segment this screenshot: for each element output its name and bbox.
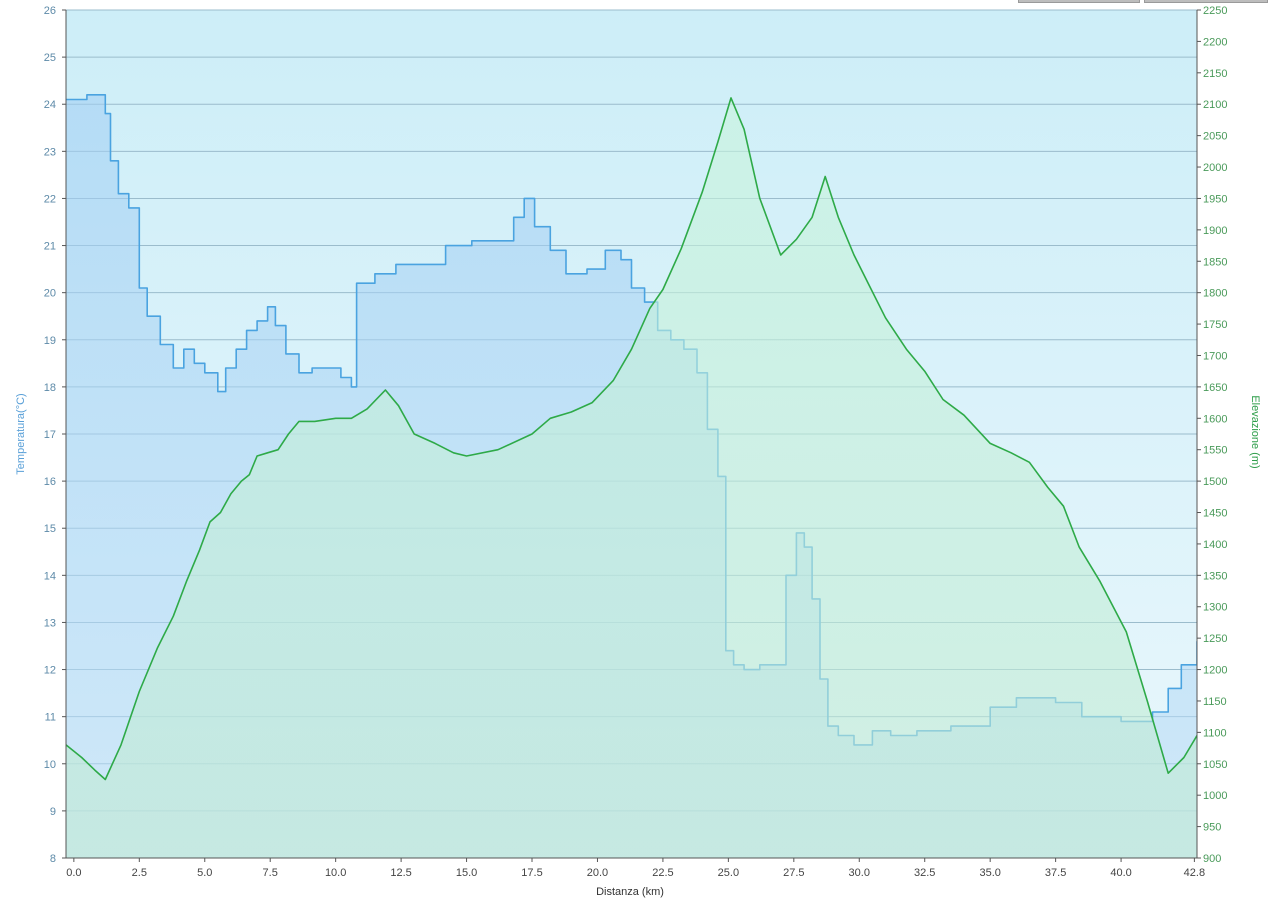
x-tick-32.5: 32.5 (914, 867, 935, 879)
y-left-tick-8: 8 (50, 853, 56, 865)
x-tick-10.0: 10.0 (325, 867, 346, 879)
y-right-tick-1550: 1550 (1203, 445, 1227, 457)
x-tick-27.5: 27.5 (783, 867, 804, 879)
legend-box-left[interactable] (1018, 0, 1140, 3)
x-tick-2.5: 2.5 (132, 867, 147, 879)
y-right-tick-1250: 1250 (1203, 633, 1227, 645)
y-left-tick-19: 19 (44, 335, 56, 347)
x-tick-35.0: 35.0 (979, 867, 1000, 879)
axes-layer (62, 9, 1201, 862)
y-right-tick-1650: 1650 (1203, 382, 1227, 394)
x-tick-5.0: 5.0 (197, 867, 212, 879)
y-right-tick-2250: 2250 (1203, 5, 1227, 17)
y-left-axis-title: Temperatura(°C) (15, 393, 27, 474)
y-right-tick-950: 950 (1203, 822, 1221, 834)
y-right-tick-1150: 1150 (1203, 696, 1227, 708)
y-right-tick-2200: 2200 (1203, 36, 1227, 48)
y-left-tick-18: 18 (44, 382, 56, 394)
y-left-tick-16: 16 (44, 476, 56, 488)
y-left-tick-9: 9 (50, 806, 56, 818)
x-tick-37.5: 37.5 (1045, 867, 1066, 879)
y-left-tick-20: 20 (44, 288, 56, 300)
y-right-tick-2100: 2100 (1203, 99, 1227, 111)
y-left-tick-14: 14 (44, 570, 56, 582)
y-left-tick-22: 22 (44, 193, 56, 205)
x-tick-20.0: 20.0 (587, 867, 608, 879)
y-right-tick-2150: 2150 (1203, 68, 1227, 80)
y-left-tick-26: 26 (44, 5, 56, 17)
x-tick-7.5: 7.5 (263, 867, 278, 879)
y-left-tick-13: 13 (44, 617, 56, 629)
y-left-tick-10: 10 (44, 759, 56, 771)
y-right-tick-1900: 1900 (1203, 225, 1227, 237)
y-right-tick-1100: 1100 (1203, 727, 1227, 739)
y-right-tick-900: 900 (1203, 853, 1221, 865)
y-right-tick-1450: 1450 (1203, 508, 1227, 520)
y-left-tick-21: 21 (44, 241, 56, 253)
x-tick-25.0: 25.0 (718, 867, 739, 879)
y-right-tick-1200: 1200 (1203, 665, 1227, 677)
y-right-tick-1950: 1950 (1203, 193, 1227, 205)
elevation-area (66, 97, 1197, 858)
y-left-tick-11: 11 (45, 712, 56, 724)
x-tick-15.0: 15.0 (456, 867, 477, 879)
y-right-tick-1000: 1000 (1203, 790, 1227, 802)
y-right-tick-1700: 1700 (1203, 350, 1227, 362)
y-right-tick-2000: 2000 (1203, 162, 1227, 174)
legend-box-right[interactable] (1144, 0, 1268, 3)
x-tick-12.5: 12.5 (390, 867, 411, 879)
series-layer (66, 94, 1197, 858)
y-right-axis-title: Elevazione (m) (1249, 395, 1261, 468)
y-left-tick-25: 25 (44, 52, 56, 64)
y-right-tick-1400: 1400 (1203, 539, 1227, 551)
y-right-tick-1350: 1350 (1203, 570, 1227, 582)
y-left-tick-15: 15 (44, 523, 56, 535)
y-left-tick-24: 24 (44, 99, 56, 111)
x-tick-0.0: 0.0 (66, 867, 81, 879)
x-tick-17.5: 17.5 (521, 867, 542, 879)
y-right-tick-1500: 1500 (1203, 476, 1227, 488)
x-axis-title: Distanza (km) (596, 886, 664, 898)
y-right-tick-1750: 1750 (1203, 319, 1227, 331)
y-right-tick-1800: 1800 (1203, 288, 1227, 300)
y-right-tick-1600: 1600 (1203, 413, 1227, 425)
y-right-tick-1050: 1050 (1203, 759, 1227, 771)
y-right-tick-1850: 1850 (1203, 256, 1227, 268)
y-left-tick-17: 17 (44, 429, 56, 441)
x-tick-42.8: 42.8 (1184, 867, 1205, 879)
y-left-tick-23: 23 (44, 146, 56, 158)
tick-labels: 8 9 10 11 12 13 14 15 16 17 18 19 20 21 22 23 24 25 26 900 9… (44, 5, 1228, 879)
x-tick-30.0: 30.0 (849, 867, 870, 879)
x-tick-22.5: 22.5 (652, 867, 673, 879)
y-right-tick-1300: 1300 (1203, 602, 1227, 614)
elevation-series-line (66, 97, 1197, 781)
x-tick-40.0: 40.0 (1110, 867, 1131, 879)
y-right-tick-2050: 2050 (1203, 131, 1227, 143)
y-left-tick-12: 12 (44, 665, 56, 677)
